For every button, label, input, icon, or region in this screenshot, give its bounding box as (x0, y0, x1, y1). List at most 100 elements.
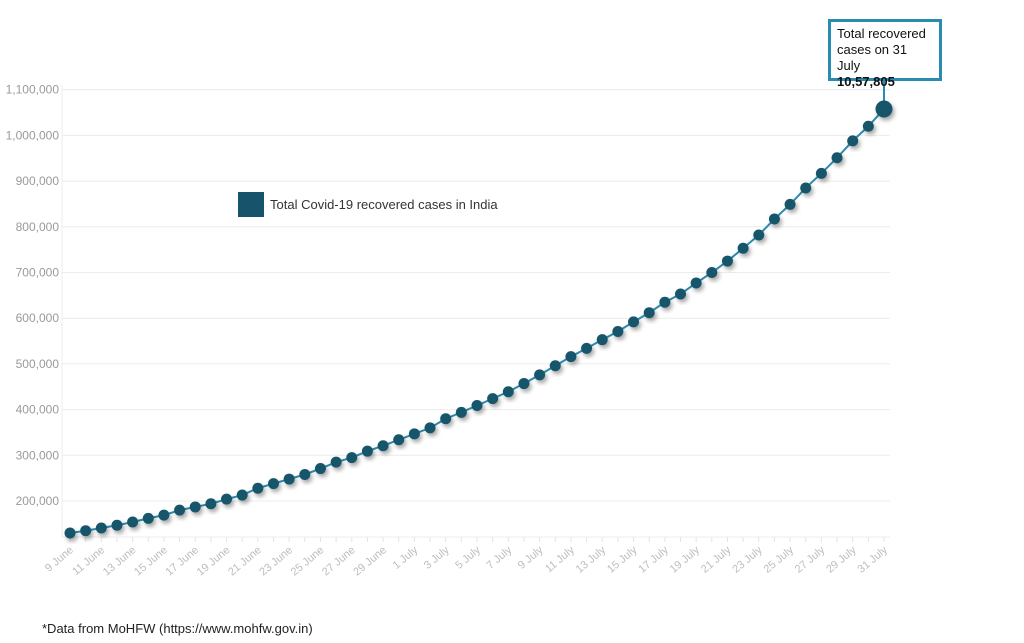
x-tick-label: 7 July (484, 544, 514, 572)
data-point (205, 498, 217, 510)
data-point (706, 267, 718, 278)
data-point (690, 277, 702, 289)
data-point (628, 316, 640, 328)
data-point (643, 307, 655, 319)
data-point (784, 198, 796, 210)
x-tick-label: 23 June (257, 544, 295, 578)
data-point (221, 493, 233, 505)
y-tick-label: 900,000 (16, 174, 60, 188)
data-point (862, 120, 874, 132)
data-point (875, 100, 893, 118)
x-tick-label: 17 July (636, 544, 671, 576)
x-tick-label: 25 July (762, 544, 797, 576)
data-point (314, 463, 326, 475)
data-point (64, 527, 76, 539)
data-point (847, 135, 859, 147)
data-point (346, 452, 358, 464)
data-point (455, 406, 467, 418)
data-point (565, 351, 577, 363)
legend: Total Covid-19 recovered cases in India (238, 192, 498, 217)
annotation-callout: Total recovered cases on 31 July 10,57,8… (828, 19, 942, 89)
data-point (361, 445, 373, 457)
source-footnote: *Data from MoHFW (https://www.mohfw.gov.… (42, 621, 313, 636)
data-point (612, 325, 624, 337)
data-point (424, 422, 436, 434)
data-point (502, 386, 514, 398)
data-point (518, 378, 530, 390)
annotation-value: 10,57,805 (837, 74, 895, 89)
data-point (158, 509, 170, 521)
x-tick-label: 9 July (516, 544, 546, 572)
y-tick-label: 500,000 (16, 357, 60, 371)
y-tick-label: 300,000 (16, 448, 60, 462)
data-point (440, 413, 452, 425)
legend-swatch (238, 192, 264, 217)
data-point (675, 288, 686, 300)
x-tick-label: 1 July (391, 544, 421, 572)
y-tick-label: 400,000 (16, 403, 60, 417)
data-point (268, 478, 279, 490)
data-point (299, 468, 311, 480)
x-tick-label: 17 June (163, 544, 201, 578)
x-tick-label: 19 July (668, 544, 703, 576)
data-point (330, 456, 342, 468)
x-tick-label: 31 July (856, 544, 891, 576)
x-tick-label: 29 June (351, 544, 389, 578)
data-point (534, 369, 546, 381)
data-point (377, 440, 389, 452)
x-tick-label: 29 July (824, 544, 859, 576)
data-point (236, 489, 248, 501)
y-tick-label: 600,000 (16, 311, 60, 325)
x-tick-label: 13 June (101, 544, 139, 578)
data-point (95, 522, 107, 534)
data-point (408, 428, 420, 440)
data-point (393, 434, 405, 446)
data-point (142, 512, 154, 524)
y-tick-label: 700,000 (16, 266, 60, 280)
x-tick-label: 19 June (195, 544, 233, 578)
x-tick-label: 15 June (132, 544, 170, 578)
x-tick-label: 13 July (574, 544, 609, 576)
data-point (127, 516, 139, 528)
y-tick-label: 1,100,000 (6, 83, 60, 97)
data-point (487, 393, 499, 405)
x-tick-label: 21 July (699, 544, 734, 576)
annotation-line1: Total recovered (837, 26, 926, 41)
data-point (189, 501, 201, 513)
data-point (471, 399, 483, 411)
data-point (80, 525, 92, 537)
x-tick-label: 5 July (453, 544, 483, 572)
data-point (111, 519, 123, 531)
data-point (596, 334, 608, 346)
data-point (252, 482, 264, 494)
data-series (64, 81, 893, 539)
data-point (737, 242, 749, 254)
y-tick-label: 1,000,000 (6, 128, 60, 142)
legend-label: Total Covid-19 recovered cases in India (270, 197, 498, 212)
data-point (815, 167, 827, 179)
x-tick-label: 3 July (422, 544, 452, 572)
x-tick-label: 15 July (605, 544, 640, 576)
data-point (659, 296, 671, 308)
gridlines (62, 89, 890, 502)
data-point (753, 229, 765, 241)
x-tick-label: 11 June (70, 544, 107, 578)
x-tick-label: 27 June (320, 544, 358, 578)
data-point (174, 504, 186, 516)
y-tick-label: 200,000 (16, 494, 60, 508)
x-tick-label: 27 July (793, 544, 828, 576)
y-axis: 200,000 300,000 400,000 500,000 600,000 700,0… (6, 83, 63, 537)
data-point (768, 213, 780, 225)
data-point (549, 360, 561, 372)
y-tick-label: 800,000 (16, 220, 60, 234)
x-tick-label: 25 June (289, 544, 327, 578)
annotation-line2: cases on 31 July (837, 42, 908, 73)
data-point (831, 152, 843, 164)
x-tick-label: 23 July (730, 544, 765, 576)
data-point (800, 182, 812, 194)
x-tick-label: 11 July (543, 544, 577, 575)
data-point (581, 342, 593, 354)
data-point (283, 473, 295, 485)
